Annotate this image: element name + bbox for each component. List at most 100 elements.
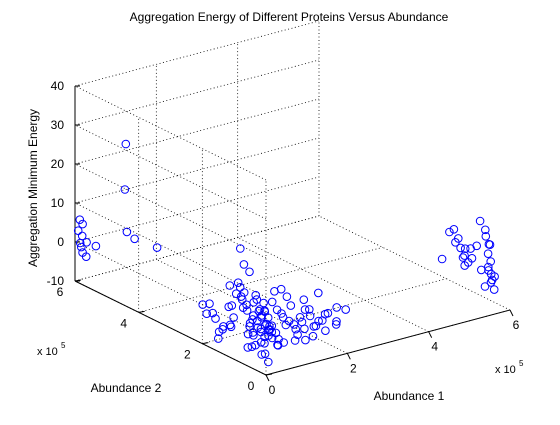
data-point xyxy=(289,320,299,329)
grid-line-wall-back-z xyxy=(74,98,320,165)
data-point xyxy=(198,300,207,309)
data-point xyxy=(264,325,274,335)
z-tick-label: 20 xyxy=(51,157,65,171)
data-point xyxy=(291,324,301,334)
data-point xyxy=(272,305,282,315)
data-point xyxy=(78,219,87,229)
data-point xyxy=(256,338,266,347)
data-point xyxy=(449,225,459,234)
data-point xyxy=(484,239,494,249)
y-multiplier-text: x 10 xyxy=(37,346,58,358)
data-point xyxy=(252,295,262,304)
data-point xyxy=(236,244,245,253)
data-point xyxy=(332,303,342,312)
data-point xyxy=(267,333,277,343)
y-multiplier-exp: 5 xyxy=(61,341,66,350)
data-point xyxy=(477,265,486,275)
data-point xyxy=(233,278,243,288)
data-point xyxy=(251,290,260,300)
y-tick-label: 4 xyxy=(120,316,127,330)
data-point xyxy=(214,334,223,343)
data-point xyxy=(211,314,220,323)
x-tick xyxy=(265,374,270,382)
data-point xyxy=(456,243,465,253)
data-point xyxy=(91,241,101,251)
grid-line-wall-left-z xyxy=(74,241,267,337)
data-point xyxy=(321,326,330,336)
data-point xyxy=(460,251,469,260)
data-point xyxy=(308,331,318,341)
data-point xyxy=(225,320,235,330)
z-tick-label: -10 xyxy=(47,274,65,288)
z-tick-label: 30 xyxy=(51,118,65,132)
y-tick xyxy=(138,310,145,313)
z-tick-label: 0 xyxy=(57,235,64,249)
data-point xyxy=(267,297,277,307)
grid-line-wall-left-z xyxy=(74,85,267,181)
data-point xyxy=(305,305,314,314)
y-tick xyxy=(265,373,273,376)
data-point xyxy=(77,242,86,252)
data-point xyxy=(152,243,162,252)
data-point xyxy=(454,234,463,243)
data-point xyxy=(341,305,351,314)
data-point xyxy=(480,282,490,291)
grid-line-wall-back-z xyxy=(74,176,320,243)
data-point xyxy=(314,316,323,326)
y-axis-line xyxy=(74,280,267,376)
data-point xyxy=(281,320,291,330)
data-point xyxy=(225,281,235,290)
data-point xyxy=(282,292,292,302)
x-tick-label: 0 xyxy=(269,383,276,397)
data-point xyxy=(458,253,468,262)
y-tick-label: 0 xyxy=(248,379,255,393)
data-point xyxy=(445,227,454,237)
data-point xyxy=(224,302,233,312)
x-tick-label: 6 xyxy=(513,318,520,332)
data-point xyxy=(265,322,274,331)
data-point xyxy=(484,262,493,272)
data-point xyxy=(305,311,315,321)
data-point xyxy=(239,260,249,269)
axes-box xyxy=(74,86,511,376)
z-tick-label: 40 xyxy=(51,79,65,93)
grid-line-floor-y xyxy=(74,215,320,282)
x-axis-line xyxy=(265,309,511,376)
y-tick xyxy=(202,342,209,345)
x-axis-multiplier: x 10 5 xyxy=(495,359,524,376)
data-point xyxy=(475,216,485,226)
data-point xyxy=(255,305,265,314)
data-point xyxy=(256,327,266,337)
data-point xyxy=(248,328,258,337)
data-point xyxy=(270,287,279,296)
data-point xyxy=(279,338,289,347)
z-tick-label: 10 xyxy=(51,196,65,210)
data-point xyxy=(264,357,273,367)
chart-title: Aggregation Energy of Different Proteins… xyxy=(130,10,449,24)
data-point xyxy=(311,321,321,331)
data-point xyxy=(300,324,309,334)
data-point xyxy=(130,234,139,244)
y-tick-label: 6 xyxy=(57,285,64,299)
data-point xyxy=(229,313,238,322)
data-point xyxy=(75,215,85,224)
grid-line-wall-back-z xyxy=(74,137,320,204)
x-axis-label: Abundance 1 xyxy=(374,389,445,403)
data-point xyxy=(260,339,269,348)
data-point xyxy=(483,249,493,258)
data-points xyxy=(73,139,499,367)
data-point xyxy=(267,327,277,337)
data-point xyxy=(299,295,309,305)
data-point xyxy=(481,232,491,241)
y-axis-multiplier: x 10 5 xyxy=(37,341,66,358)
data-point xyxy=(314,288,323,298)
grid-line-floor-x xyxy=(156,258,348,354)
y-tick-label: 2 xyxy=(184,348,191,362)
data-point xyxy=(260,349,270,359)
x-tick-label: 2 xyxy=(350,361,357,375)
data-point xyxy=(489,285,499,294)
data-point xyxy=(81,252,91,262)
data-point xyxy=(273,341,283,350)
